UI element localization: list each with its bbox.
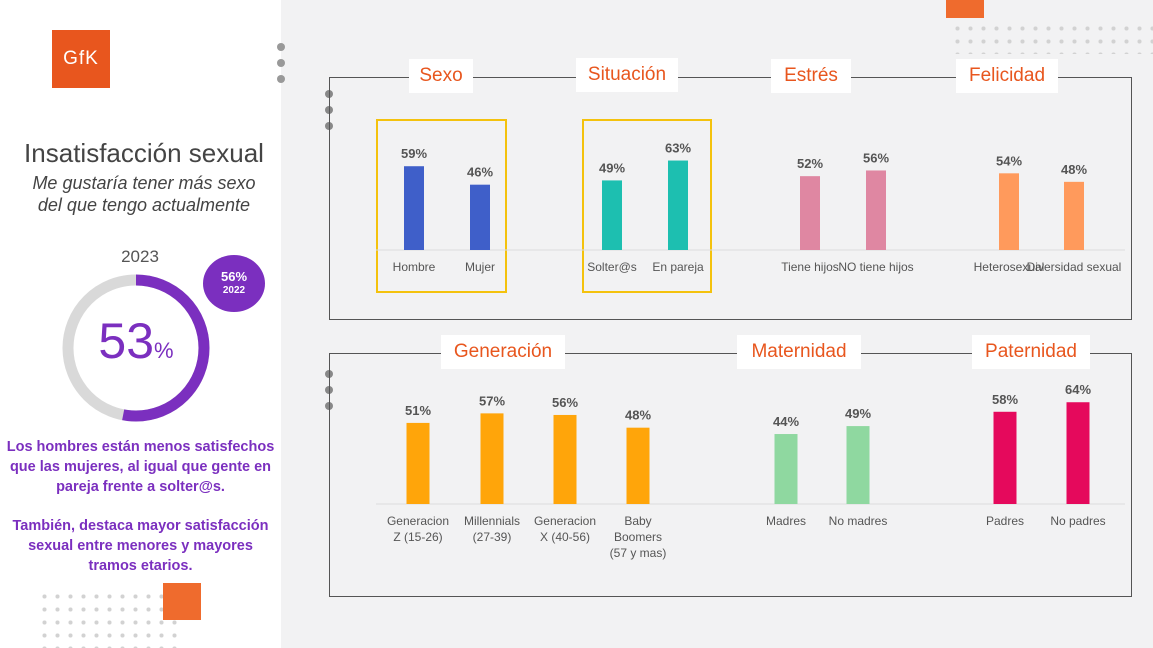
previous-year-badge: 56% 2022 xyxy=(203,255,265,312)
data-label: 48% xyxy=(625,408,651,423)
category-label: Heterosexual xyxy=(974,260,1045,274)
bar xyxy=(866,170,886,250)
note-line: Los hombres están menos satisfechos xyxy=(6,439,275,455)
note-line: sexual entre menores y mayores xyxy=(28,538,253,554)
category-label: Millennials xyxy=(464,514,520,528)
data-label: 64% xyxy=(1065,382,1091,397)
category-label: Madres xyxy=(766,514,806,528)
category-label: No madres xyxy=(829,514,888,528)
data-label: 56% xyxy=(863,150,889,165)
dot-pattern xyxy=(951,22,1153,54)
main-stat: 53% xyxy=(60,312,212,370)
chart-panel-top xyxy=(329,77,1132,320)
decor-square xyxy=(946,0,984,18)
decor-square xyxy=(163,583,201,620)
data-label: 51% xyxy=(405,403,431,418)
note-line: También, destaca mayor satisfacción xyxy=(12,518,269,534)
gfk-logo: GfK xyxy=(52,30,110,88)
previous-year: 2022 xyxy=(222,285,246,296)
donut-fill xyxy=(62,274,210,422)
page-title: Insatisfacción sexual xyxy=(24,138,264,168)
bar xyxy=(1064,181,1084,250)
dot-icon xyxy=(277,43,285,51)
subtitle-line: Me gustaría tener más sexo xyxy=(32,173,256,193)
category-label: Hombre xyxy=(393,260,436,274)
data-label: 49% xyxy=(845,406,871,421)
dot-icon xyxy=(277,59,285,67)
bar xyxy=(404,166,424,250)
bar xyxy=(553,414,577,504)
category-label: (27-39) xyxy=(473,530,512,544)
data-label: 63% xyxy=(665,141,691,156)
bar xyxy=(993,411,1017,504)
group-title-maternidad: Maternidad xyxy=(737,335,861,369)
bar xyxy=(800,176,820,250)
category-label: Generacion xyxy=(534,514,596,528)
bar xyxy=(999,173,1019,250)
category-label: Padres xyxy=(986,514,1024,528)
category-label: (57 y mas) xyxy=(610,546,667,560)
category-label: NO tiene hijos xyxy=(838,260,913,274)
group-title-sexo: Sexo xyxy=(409,59,473,93)
main-stat-unit: % xyxy=(154,338,174,363)
bar xyxy=(668,160,688,250)
bar xyxy=(774,434,798,504)
data-label: 46% xyxy=(467,165,493,180)
category-label: No padres xyxy=(1050,514,1105,528)
category-label: Baby xyxy=(624,514,651,528)
category-label: Mujer xyxy=(465,260,495,274)
category-label: Z (15-26) xyxy=(393,530,442,544)
category-label: Solter@s xyxy=(587,260,637,274)
highlight-box-situacion xyxy=(582,119,712,293)
subtitle-line: del que tengo actualmente xyxy=(37,195,251,215)
bar xyxy=(406,422,430,504)
main-stat-value: 53 xyxy=(98,313,155,369)
highlight-box-sexo xyxy=(376,119,507,293)
data-label: 52% xyxy=(797,156,823,171)
group-title-situacion: Situación xyxy=(576,58,678,92)
dot-pattern xyxy=(38,590,178,648)
category-label: En pareja xyxy=(652,260,704,274)
category-label: Diversidad sexual xyxy=(1027,260,1122,274)
note-line: que las mujeres, al igual que gente en xyxy=(9,459,272,475)
page-subtitle: Me gustaría tener más sexo del que tengo… xyxy=(0,172,288,216)
data-label: 57% xyxy=(479,393,505,408)
note-1: Los hombres están menos satisfechos que … xyxy=(0,437,281,497)
category-label: Boomers xyxy=(614,530,662,544)
bar xyxy=(1066,402,1090,504)
note-2: También, destaca mayor satisfacción sexu… xyxy=(0,516,281,576)
group-title-estres: Estrés xyxy=(771,59,851,93)
previous-value: 56% xyxy=(220,269,248,284)
data-label: 58% xyxy=(992,392,1018,407)
left-panel: GfK Insatisfacción sexual Me gustaría te… xyxy=(0,0,285,648)
note-line: tramos etarios. xyxy=(88,558,193,574)
bar xyxy=(626,427,650,504)
category-label: Generacion xyxy=(387,514,449,528)
bar xyxy=(480,413,504,504)
group-title-felicidad: Felicidad xyxy=(956,59,1058,93)
bar xyxy=(602,180,622,250)
bar xyxy=(846,426,870,504)
stat-year: 2023 xyxy=(121,247,159,266)
group-title-paternidad: Paternidad xyxy=(972,335,1090,369)
bar xyxy=(470,184,490,250)
donut-gauge xyxy=(62,274,210,422)
category-label: Tiene hijos xyxy=(781,260,839,274)
data-label: 54% xyxy=(996,153,1022,168)
data-label: 48% xyxy=(1061,162,1087,177)
dot-icon xyxy=(277,75,285,83)
data-label: 59% xyxy=(401,146,427,161)
category-label: X (40-56) xyxy=(540,530,590,544)
group-title-generacion: Generación xyxy=(441,335,565,369)
data-label: 44% xyxy=(773,414,799,429)
chart-panel-bottom xyxy=(329,353,1132,597)
data-label: 49% xyxy=(599,160,625,175)
note-line: pareja frente a solter@s. xyxy=(56,479,225,495)
data-label: 56% xyxy=(552,395,578,410)
